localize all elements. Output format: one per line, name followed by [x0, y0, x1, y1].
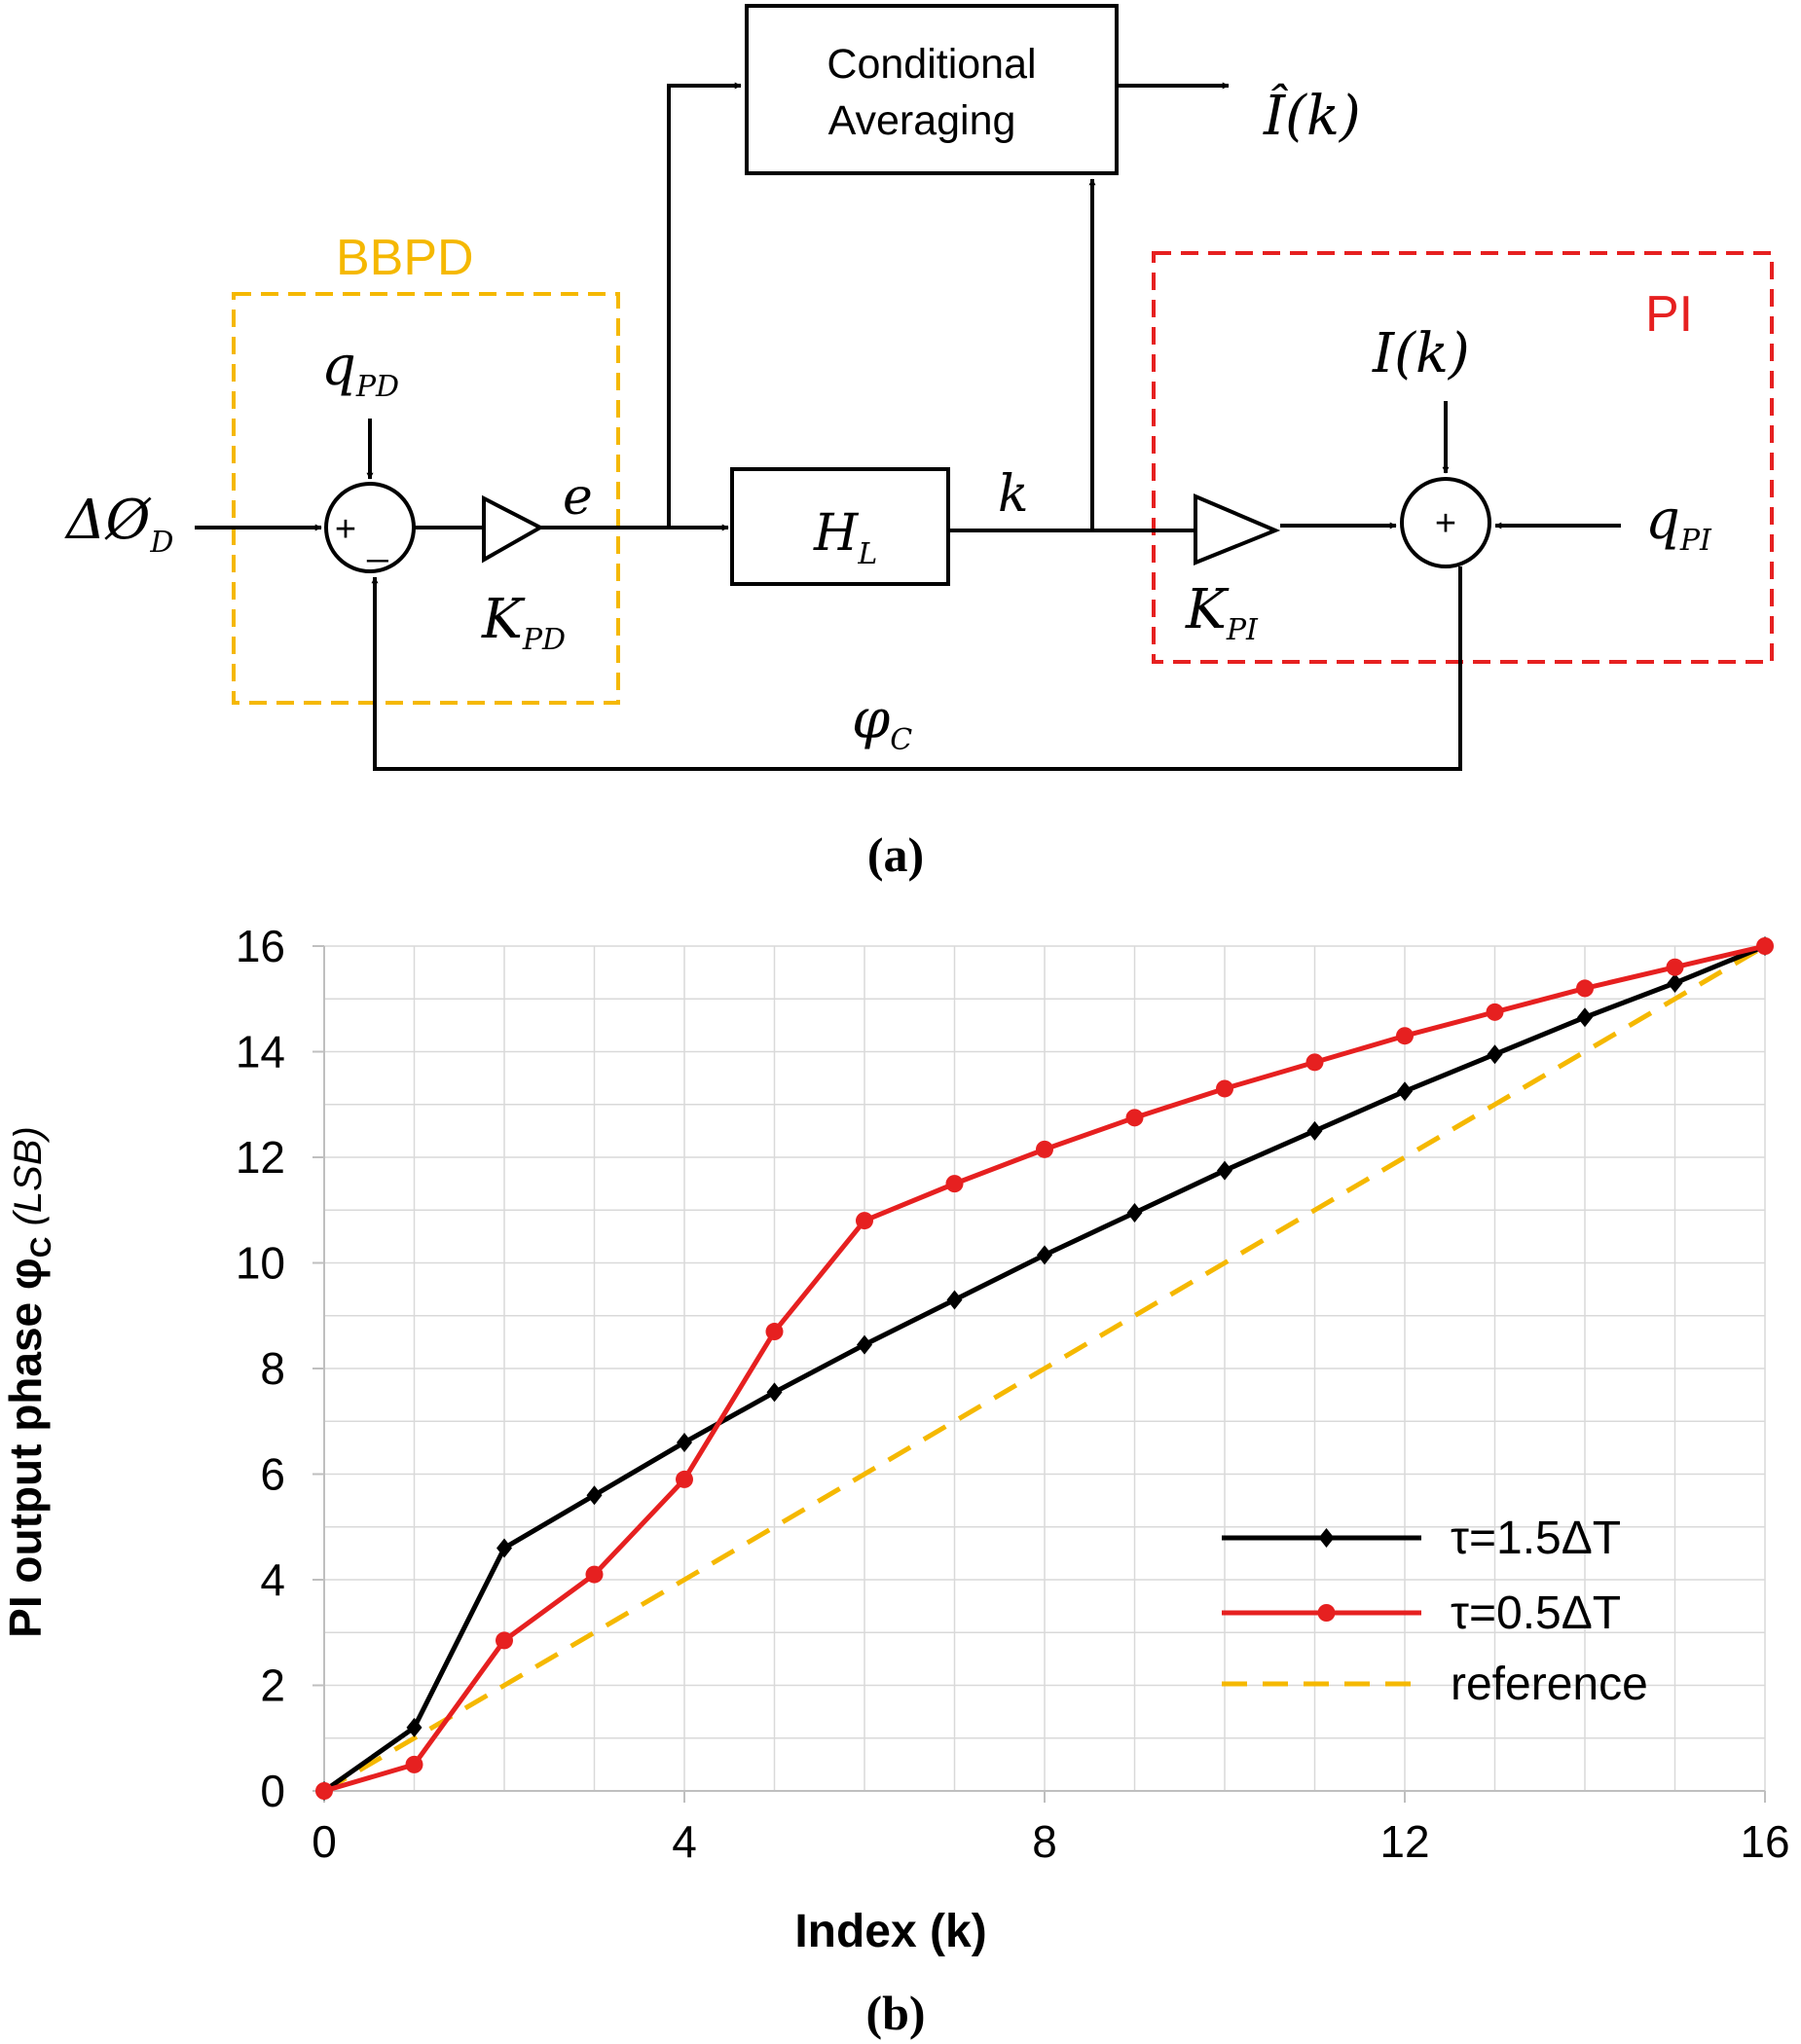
conditional-averaging-label-1: Conditional: [827, 41, 1036, 88]
index-signal-label: k: [998, 465, 1029, 524]
chart-axes: [312, 945, 1766, 1803]
data-point-circle: [1486, 1003, 1504, 1021]
chart-legend: τ=1.5ΔT τ=0.5ΔT reference: [1222, 1513, 1648, 1710]
data-point-circle: [1305, 1053, 1324, 1072]
data-point-circle: [1666, 958, 1684, 976]
pi-region: [1152, 251, 1774, 664]
chart-series: [315, 936, 1774, 1801]
feedback-wire: [371, 566, 1462, 771]
k-pd-gain-triangle: [482, 494, 545, 564]
phi-c-label: φC: [852, 688, 912, 757]
sum2-plus-sign: +: [1435, 503, 1456, 544]
data-point-circle: [405, 1755, 423, 1773]
error-signal-label: e: [563, 468, 593, 527]
data-point-diamond: [1397, 1081, 1413, 1102]
x-tick-label: 4: [672, 1816, 697, 1867]
k-pi-label: KPI: [1185, 578, 1259, 647]
x-axis-label: Index (k): [794, 1906, 986, 1957]
data-point-diamond: [1306, 1120, 1323, 1141]
data-point-circle: [1125, 1109, 1144, 1127]
legend-marker-circle: [1317, 1604, 1336, 1622]
panel-label-b: (b): [865, 1986, 925, 2040]
y-tick-label: 10: [236, 1238, 285, 1289]
sum1-plus-sign: +: [335, 509, 356, 550]
legend-label: τ=0.5ΔT: [1451, 1588, 1621, 1639]
y-tick-label: 8: [260, 1343, 285, 1394]
i-k-label: I(k): [1372, 322, 1470, 385]
data-point-diamond: [677, 1432, 692, 1452]
data-point-circle: [1756, 937, 1774, 955]
bbpd-label: BBPD: [336, 230, 474, 286]
chart-tick-labels: 0 4 8 12 16 0 2 4 6 8 10 12 14 16: [236, 921, 1790, 1867]
data-point-circle: [496, 1631, 513, 1650]
y-tick-label: 14: [236, 1027, 285, 1077]
conditional-averaging-label-2: Averaging: [828, 97, 1016, 144]
output-estimate-label: Î(k): [1263, 83, 1361, 148]
data-point-circle: [315, 1782, 333, 1800]
legend-label: τ=1.5ΔT: [1451, 1513, 1621, 1564]
data-point-circle: [585, 1565, 604, 1584]
y-axis-label: PI output phase φC (LSB): [0, 1126, 57, 1638]
legend-label: reference: [1451, 1659, 1648, 1710]
x-tick-label: 0: [312, 1816, 337, 1867]
k-pd-label: KPD: [481, 588, 566, 657]
data-point-diamond: [586, 1485, 603, 1506]
k-pi-gain-triangle: [1194, 493, 1281, 566]
data-point-diamond: [1037, 1245, 1052, 1265]
chart: 0 4 8 12 16 0 2 4 6 8 10 12 14 16 Index (k) PI output…: [0, 921, 1790, 2040]
data-point-circle: [1396, 1027, 1414, 1045]
x-tick-label: 16: [1740, 1816, 1789, 1867]
data-point-diamond: [946, 1290, 963, 1310]
data-point-circle: [765, 1323, 784, 1341]
pi-label: PI: [1645, 286, 1693, 343]
data-point-diamond: [1577, 1007, 1593, 1028]
y-tick-label: 16: [236, 921, 285, 971]
summing-junction-pi: [1400, 477, 1491, 568]
y-tick-label: 0: [260, 1766, 285, 1816]
data-point-circle: [1216, 1079, 1233, 1098]
q-pi-label: qPI: [1645, 489, 1712, 558]
y-tick-label: 6: [260, 1449, 285, 1500]
panel-label-a: (a): [867, 827, 924, 882]
data-point-diamond: [1126, 1202, 1143, 1223]
wire-e-to-averaging: [667, 82, 742, 528]
data-point-diamond: [857, 1334, 872, 1355]
data-point-circle: [676, 1470, 693, 1488]
data-point-circle: [1576, 979, 1594, 998]
block-diagram: BBPD PI Conditional Averaging Î(k) ΔØD +…: [64, 4, 1774, 882]
bbpd-region: [232, 292, 620, 705]
conditional-averaging-block: [745, 4, 1119, 175]
x-tick-label: 8: [1032, 1816, 1057, 1867]
data-point-diamond: [766, 1382, 783, 1403]
y-tick-label: 4: [260, 1554, 285, 1605]
loop-filter-label: HL: [813, 504, 877, 571]
data-point-diamond: [1667, 972, 1683, 993]
q-pd-label: qPD: [321, 335, 399, 404]
loop-filter-block: [730, 467, 950, 586]
data-point-circle: [856, 1212, 873, 1230]
data-point-diamond: [1217, 1160, 1232, 1181]
series-line-reference: [322, 943, 1767, 1794]
x-tick-label: 12: [1379, 1816, 1429, 1867]
input-phase-label: ΔØD: [64, 489, 173, 560]
data-point-diamond: [406, 1717, 423, 1737]
data-point-circle: [1036, 1140, 1053, 1158]
data-point-circle: [945, 1175, 964, 1193]
data-point-diamond: [496, 1538, 512, 1558]
legend-marker-diamond: [1318, 1528, 1335, 1548]
sum1-minus-sign: _: [366, 523, 388, 564]
data-point-diamond: [1487, 1044, 1503, 1065]
y-tick-label: 2: [260, 1661, 285, 1711]
y-tick-label: 12: [236, 1132, 285, 1183]
